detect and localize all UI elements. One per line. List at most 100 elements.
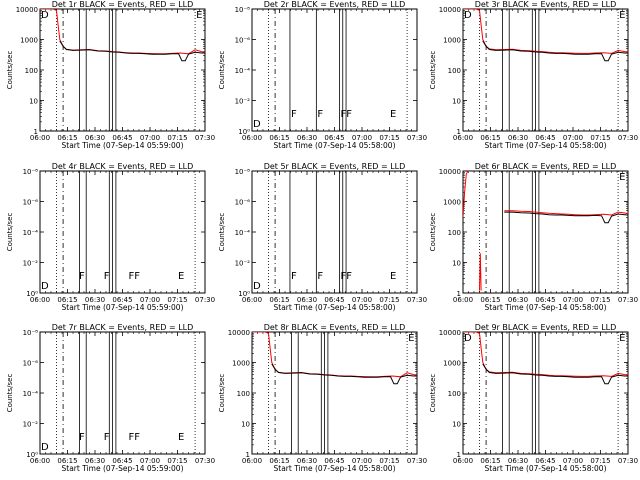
- x-tick-label: 07:30: [195, 457, 215, 465]
- event-marker-label: F: [104, 271, 110, 282]
- event-marker-label: E: [178, 432, 184, 443]
- y-tick-label: 10⁻⁴: [23, 229, 39, 237]
- event-marker-label: F: [317, 109, 323, 120]
- x-axis-title: Start Time (07-Sep-14 05:59:00): [62, 464, 184, 473]
- x-tick-label: 06:45: [535, 457, 555, 465]
- event-marker-label: E: [408, 333, 414, 344]
- x-tick-label: 07:00: [563, 296, 583, 304]
- plot-frame: [462, 170, 629, 294]
- x-tick-label: 07:15: [379, 457, 399, 465]
- x-tick-label: 06:00: [453, 296, 473, 304]
- x-tick-label: 06:30: [85, 457, 105, 465]
- event-marker-label: E: [178, 271, 184, 282]
- event-marker-label: D: [253, 119, 261, 130]
- panel-title: Det 8r BLACK = Events, RED = LLD: [264, 323, 406, 332]
- x-tick-label: 07:30: [195, 134, 215, 142]
- y-tick-label: 10⁻²: [235, 260, 251, 268]
- y-tick-label: 10: [452, 421, 461, 429]
- lld-rate-line: [463, 332, 628, 377]
- x-tick-label: 07:30: [407, 134, 427, 142]
- x-tick-label: 07:30: [618, 134, 638, 142]
- y-axis-title: Counts/sec: [429, 51, 437, 90]
- y-axis-title: Counts/sec: [218, 374, 226, 413]
- x-tick-label: 07:30: [618, 296, 638, 304]
- event-rate-line: [271, 363, 417, 385]
- y-tick-label: 10⁰: [238, 128, 250, 136]
- x-tick-label: 06:30: [85, 134, 105, 142]
- x-tick-label: 07:00: [563, 134, 583, 142]
- detector-panel: Det 4r BLACK = Events, RED = LLD 10⁰ 10⁻² 1…: [6, 162, 215, 312]
- event-marker-label: D: [464, 10, 472, 21]
- y-tick-label: 10⁻⁸: [23, 329, 39, 337]
- x-axis-title: Start Time (07-Sep-14 05:59:00): [62, 303, 184, 312]
- x-tick-label: 06:00: [242, 457, 262, 465]
- x-tick-label: 07:00: [352, 296, 372, 304]
- y-axis-title: Counts/sec: [6, 51, 14, 90]
- y-tick-label: 1: [457, 128, 461, 136]
- event-marker-label: F: [79, 271, 85, 282]
- event-rate-line: [59, 40, 205, 62]
- x-tick-label: 06:15: [269, 134, 289, 142]
- y-axis-title: Counts/sec: [6, 213, 14, 252]
- y-tick-label: 10⁻²: [23, 421, 39, 429]
- x-tick-label: 06:45: [112, 134, 132, 142]
- y-tick-label: 100: [25, 67, 38, 75]
- x-tick-label: 06:45: [112, 457, 132, 465]
- x-tick-label: 06:00: [242, 134, 262, 142]
- y-tick-label: 10⁻⁶: [23, 360, 39, 368]
- event-marker-label: D: [41, 10, 49, 21]
- x-tick-label: 07:00: [563, 457, 583, 465]
- plot-frame: [39, 8, 206, 132]
- event-marker-label: F: [104, 432, 110, 443]
- y-tick-label: 1: [457, 451, 461, 459]
- x-tick-label: 07:00: [140, 457, 160, 465]
- y-tick-label: 10⁻⁶: [235, 199, 251, 207]
- y-tick-label: 10⁻²: [23, 260, 39, 268]
- y-tick-label: 10000: [439, 329, 461, 337]
- event-rate-line: [482, 40, 628, 62]
- y-tick-label: 1000: [20, 37, 38, 45]
- x-tick-label: 06:15: [57, 134, 77, 142]
- y-tick-label: 1000: [443, 199, 461, 207]
- detector-panel: Det 6r BLACK = Events, RED = LLD 1 10 100 10…: [429, 162, 638, 312]
- x-tick-label: 06:30: [508, 134, 528, 142]
- y-tick-label: 10⁰: [26, 290, 38, 298]
- y-tick-label: 10: [29, 98, 38, 106]
- detector-panel: Det 2r BLACK = Events, RED = LLD 10⁰ 10⁻² 1…: [218, 0, 427, 150]
- x-tick-label: 07:30: [407, 296, 427, 304]
- x-axis-title: Start Time (07-Sep-14 05:58:00): [274, 464, 396, 473]
- x-tick-label: 06:00: [453, 134, 473, 142]
- x-axis-title: Start Time (07-Sep-14 05:58:00): [274, 141, 396, 150]
- y-tick-label: 10000: [439, 6, 461, 14]
- y-tick-label: 10: [452, 260, 461, 268]
- event-rate-line: [482, 363, 628, 385]
- panel-title: Det 2r BLACK = Events, RED = LLD: [264, 0, 406, 9]
- detector-panel: Det 3r BLACK = Events, RED = LLD 1 10 100 10…: [429, 0, 638, 150]
- y-tick-label: 10: [241, 421, 250, 429]
- panel-title: Det 3r BLACK = Events, RED = LLD: [475, 0, 617, 9]
- x-tick-label: 06:30: [297, 457, 317, 465]
- x-tick-label: 06:00: [30, 134, 50, 142]
- x-tick-label: 07:15: [167, 457, 187, 465]
- lld-rate-line: [463, 171, 470, 218]
- x-tick-label: 07:30: [195, 296, 215, 304]
- y-tick-label: 1000: [443, 37, 461, 45]
- x-tick-label: 06:30: [508, 457, 528, 465]
- x-tick-label: 07:30: [407, 457, 427, 465]
- panel-title: Det 6r BLACK = Events, RED = LLD: [475, 162, 617, 171]
- x-tick-label: 06:15: [480, 296, 500, 304]
- y-tick-label: 10⁻⁴: [235, 67, 251, 75]
- event-marker-label: F: [291, 271, 297, 282]
- panel-title: Det 5r BLACK = Events, RED = LLD: [264, 162, 406, 171]
- x-tick-label: 06:00: [242, 296, 262, 304]
- x-tick-label: 06:45: [324, 134, 344, 142]
- y-tick-label: 10⁻⁴: [235, 229, 251, 237]
- y-tick-label: 100: [448, 229, 461, 237]
- y-axis-title: Counts/sec: [429, 374, 437, 413]
- y-tick-label: 100: [448, 390, 461, 398]
- x-tick-label: 06:30: [297, 296, 317, 304]
- lld-rate-line: [40, 9, 205, 55]
- x-tick-label: 06:45: [324, 296, 344, 304]
- x-tick-label: 07:00: [140, 134, 160, 142]
- plot-frame: [462, 8, 629, 132]
